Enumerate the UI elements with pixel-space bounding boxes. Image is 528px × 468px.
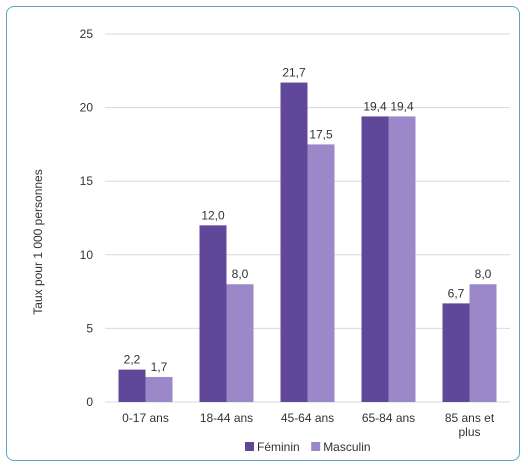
y-tick-label: 15 <box>80 174 94 188</box>
bar <box>145 376 173 402</box>
legend-label: Masculin <box>323 440 370 454</box>
bar <box>118 369 146 402</box>
x-tick-label: 85 ans et <box>445 411 495 425</box>
y-tick-label: 20 <box>80 101 94 115</box>
data-label: 17,5 <box>309 127 333 141</box>
bar <box>199 225 227 402</box>
bar <box>361 116 389 402</box>
bar <box>226 284 254 402</box>
bar <box>469 284 497 402</box>
x-axis-categories: 0-17 ans 18-44 ans 45-64 ans 65-84 ans 85 an… <box>122 411 495 439</box>
y-tick-label: 5 <box>86 321 93 335</box>
data-label: 8,0 <box>475 267 492 281</box>
legend: Féminin Masculin <box>245 440 371 454</box>
data-label: 19,4 <box>363 99 387 113</box>
bar <box>307 144 335 402</box>
data-label: 8,0 <box>232 267 249 281</box>
x-tick-label: 0-17 ans <box>122 411 169 425</box>
y-axis-ticks: 0 5 10 15 20 25 <box>80 27 94 409</box>
data-label: 6,7 <box>448 286 465 300</box>
x-tick-label: 18-44 ans <box>200 411 253 425</box>
bar <box>388 116 416 402</box>
data-label: 12,0 <box>201 208 225 222</box>
x-tick-label: 65-84 ans <box>362 411 415 425</box>
bar <box>280 82 308 403</box>
y-tick-label: 25 <box>80 27 94 41</box>
y-axis-title: Taux pour 1 000 personnes <box>31 169 45 314</box>
legend-label: Féminin <box>257 440 300 454</box>
y-tick-label: 10 <box>80 248 94 262</box>
x-tick-label: 45-64 ans <box>281 411 334 425</box>
bars <box>118 82 497 403</box>
x-tick-label: plus <box>458 425 480 439</box>
legend-swatch <box>311 442 321 451</box>
data-labels: 2,2 1,7 12,0 8,0 21,7 17,5 19,4 19,4 6,7 8,0 <box>124 66 492 374</box>
legend-swatch <box>245 442 254 451</box>
data-label: 2,2 <box>124 353 141 367</box>
data-label: 19,4 <box>390 99 414 113</box>
bar <box>442 303 470 402</box>
chart-frame <box>6 6 520 461</box>
data-label: 1,7 <box>151 360 168 374</box>
data-label: 21,7 <box>282 66 306 80</box>
y-tick-label: 0 <box>86 395 93 409</box>
